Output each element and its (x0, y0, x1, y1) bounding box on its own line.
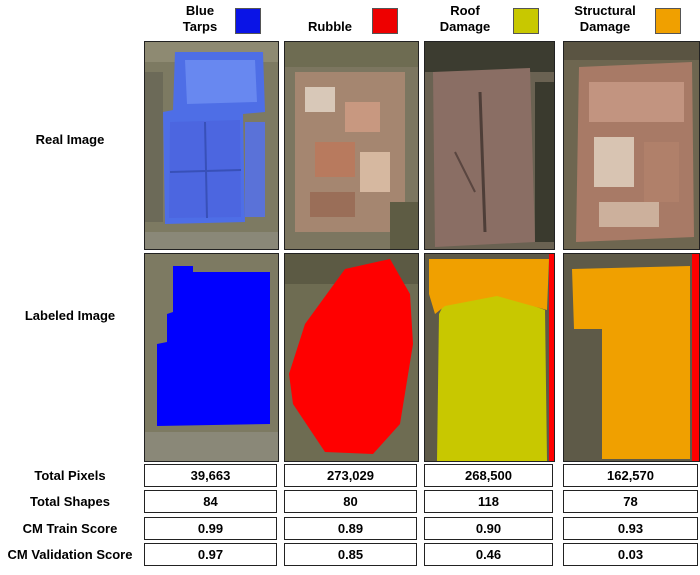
stat-cell-total-shapes-blue-tarps: 84 (144, 490, 277, 513)
real-image-blue-tarps (144, 41, 279, 250)
stat-cell-total-pixels-structural-damage: 162,570 (563, 464, 698, 487)
stat-cell-total-pixels-blue-tarps: 39,663 (144, 464, 277, 487)
legend-label-rubble: Rubble (307, 19, 353, 34)
real-image-structural-damage (563, 41, 700, 250)
orange-square-icon (655, 8, 681, 34)
aerial-photo-blue-tarps (145, 42, 278, 249)
aerial-photo-roof-damage (425, 42, 554, 249)
row-label-real-image: Real Image (35, 132, 105, 147)
real-image-roof-damage (424, 41, 555, 250)
labeled-image-blue-tarps (144, 253, 279, 462)
stat-cell-cm-train-blue-tarps: 0.99 (144, 517, 277, 540)
stat-cell-total-shapes-roof-damage: 118 (424, 490, 553, 513)
real-image-rubble (284, 41, 419, 250)
stat-label-cm-train-score: CM Train Score (22, 521, 118, 536)
legend-label-roof-damage: Roof Damage (439, 3, 491, 34)
stat-cell-total-shapes-rubble: 80 (284, 490, 417, 513)
stat-cell-cm-validation-blue-tarps: 0.97 (144, 543, 277, 566)
stat-cell-cm-validation-rubble: 0.85 (284, 543, 417, 566)
stat-cell-cm-train-rubble: 0.89 (284, 517, 417, 540)
stat-cell-cm-validation-roof-damage: 0.46 (424, 543, 553, 566)
labeled-overlay-blue-tarps (145, 254, 278, 461)
stat-label-total-pixels: Total Pixels (34, 468, 106, 483)
stat-cell-cm-train-roof-damage: 0.90 (424, 517, 553, 540)
row-label-labeled-image: Labeled Image (24, 308, 116, 323)
labeled-image-rubble (284, 253, 419, 462)
labeled-overlay-rubble (285, 254, 418, 461)
stat-cell-total-pixels-roof-damage: 268,500 (424, 464, 553, 487)
labeled-overlay-structural-damage (564, 254, 699, 461)
labeled-image-structural-damage (563, 253, 700, 462)
stat-cell-cm-validation-structural-damage: 0.03 (563, 543, 698, 566)
stat-cell-total-pixels-rubble: 273,029 (284, 464, 417, 487)
aerial-photo-structural-damage (564, 42, 699, 249)
red-square-icon (372, 8, 398, 34)
legend-label-structural-damage: Structural Damage (574, 3, 636, 34)
legend-label-blue-tarps: Blue Tarps (182, 3, 218, 34)
stat-cell-cm-train-structural-damage: 0.93 (563, 517, 698, 540)
blue-square-icon (235, 8, 261, 34)
stat-cell-total-shapes-structural-damage: 78 (563, 490, 698, 513)
labeled-image-roof-damage (424, 253, 555, 462)
labeled-overlay-roof-damage (425, 254, 554, 461)
aerial-photo-rubble (285, 42, 418, 249)
stat-label-cm-validation-score: CM Validation Score (7, 547, 133, 562)
yellow-square-icon (513, 8, 539, 34)
stat-label-total-shapes: Total Shapes (30, 494, 110, 509)
